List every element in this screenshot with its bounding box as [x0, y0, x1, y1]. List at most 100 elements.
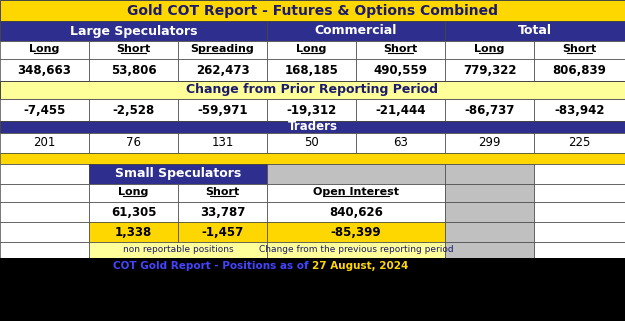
Bar	[0, 133, 89, 153]
Bar	[89, 59, 178, 81]
Text: Change from Prior Reporting Period: Change from Prior Reporting Period	[186, 83, 439, 97]
Bar	[0, 153, 625, 164]
Text: Total: Total	[518, 24, 552, 38]
Bar	[0, 59, 89, 81]
Text: 53,806: 53,806	[111, 64, 156, 76]
Bar	[89, 164, 267, 184]
Text: 840,626: 840,626	[329, 205, 383, 219]
Text: -86,737: -86,737	[464, 103, 515, 117]
Bar	[267, 99, 356, 121]
Text: Traders: Traders	[288, 120, 338, 134]
Bar	[0, 258, 625, 274]
Text: 50: 50	[304, 136, 319, 150]
Bar	[178, 59, 267, 81]
Bar	[89, 99, 178, 121]
Bar	[534, 133, 625, 153]
Bar	[356, 99, 445, 121]
Bar	[89, 184, 178, 202]
Text: Short: Short	[206, 187, 239, 197]
Bar	[267, 21, 445, 41]
Bar	[445, 222, 534, 242]
Bar	[445, 99, 534, 121]
Bar	[0, 274, 625, 321]
Bar	[534, 59, 625, 81]
Bar	[445, 184, 534, 202]
Text: Long: Long	[474, 44, 505, 54]
Text: -19,312: -19,312	[286, 103, 337, 117]
Text: Small Speculators: Small Speculators	[115, 168, 241, 180]
Bar	[178, 184, 267, 202]
Text: 76: 76	[126, 136, 141, 150]
Bar	[89, 133, 178, 153]
Bar	[267, 164, 445, 184]
Text: Open Interest: Open Interest	[313, 187, 399, 197]
Bar	[534, 202, 625, 222]
Text: Long: Long	[118, 187, 149, 197]
Bar	[178, 41, 267, 59]
Text: Short: Short	[383, 44, 418, 54]
Bar	[356, 41, 445, 59]
Text: Large Speculators: Large Speculators	[70, 24, 198, 38]
Text: Change from the previous reporting period: Change from the previous reporting perio…	[259, 246, 453, 255]
Bar	[0, 99, 89, 121]
Text: 61,305: 61,305	[111, 205, 156, 219]
Text: Commercial: Commercial	[315, 24, 398, 38]
Bar	[0, 184, 89, 202]
Text: 490,559: 490,559	[374, 64, 428, 76]
Bar	[267, 202, 445, 222]
Bar	[89, 222, 178, 242]
Text: Long: Long	[296, 44, 327, 54]
Text: Long: Long	[29, 44, 60, 54]
Text: Spreading: Spreading	[191, 44, 254, 54]
Text: -83,942: -83,942	[554, 103, 605, 117]
Bar	[445, 59, 534, 81]
Bar	[0, 41, 89, 59]
Bar	[534, 242, 625, 258]
Text: 299: 299	[478, 136, 501, 150]
Text: COT Gold Report - Positions as of: COT Gold Report - Positions as of	[113, 261, 312, 271]
Text: -2,528: -2,528	[112, 103, 154, 117]
Text: 201: 201	[33, 136, 56, 150]
Bar	[267, 41, 356, 59]
Text: 225: 225	[568, 136, 591, 150]
Text: -21,444: -21,444	[375, 103, 426, 117]
Bar	[0, 0, 625, 21]
Bar	[534, 184, 625, 202]
Text: 262,473: 262,473	[196, 64, 249, 76]
Bar	[534, 222, 625, 242]
Text: Gold COT Report - Futures & Options Combined: Gold COT Report - Futures & Options Comb…	[127, 4, 498, 18]
Bar	[534, 41, 625, 59]
Bar	[178, 222, 267, 242]
Bar	[0, 21, 267, 41]
Text: 63: 63	[393, 136, 408, 150]
Text: Short: Short	[116, 44, 151, 54]
Text: 27 August, 2024: 27 August, 2024	[312, 261, 409, 271]
Bar	[356, 59, 445, 81]
Bar	[267, 59, 356, 81]
Bar	[445, 164, 534, 184]
Text: non reportable positions: non reportable positions	[122, 246, 233, 255]
Bar	[267, 222, 445, 242]
Bar	[534, 99, 625, 121]
Text: Short: Short	[562, 44, 597, 54]
Text: -1,457: -1,457	[201, 225, 244, 239]
Bar	[0, 164, 89, 184]
Bar	[0, 242, 89, 258]
Bar	[356, 133, 445, 153]
Text: 779,322: 779,322	[462, 64, 516, 76]
Text: -59,971: -59,971	[198, 103, 248, 117]
Bar	[445, 21, 625, 41]
Bar	[89, 41, 178, 59]
Bar	[178, 133, 267, 153]
Bar	[267, 133, 356, 153]
Text: 1,338: 1,338	[115, 225, 152, 239]
Text: -7,455: -7,455	[23, 103, 66, 117]
Bar	[445, 133, 534, 153]
Bar	[534, 164, 625, 184]
Text: 806,839: 806,839	[552, 64, 606, 76]
Text: 348,663: 348,663	[18, 64, 71, 76]
Bar	[0, 81, 625, 99]
Bar	[445, 202, 534, 222]
Text: 131: 131	[211, 136, 234, 150]
Bar	[178, 99, 267, 121]
